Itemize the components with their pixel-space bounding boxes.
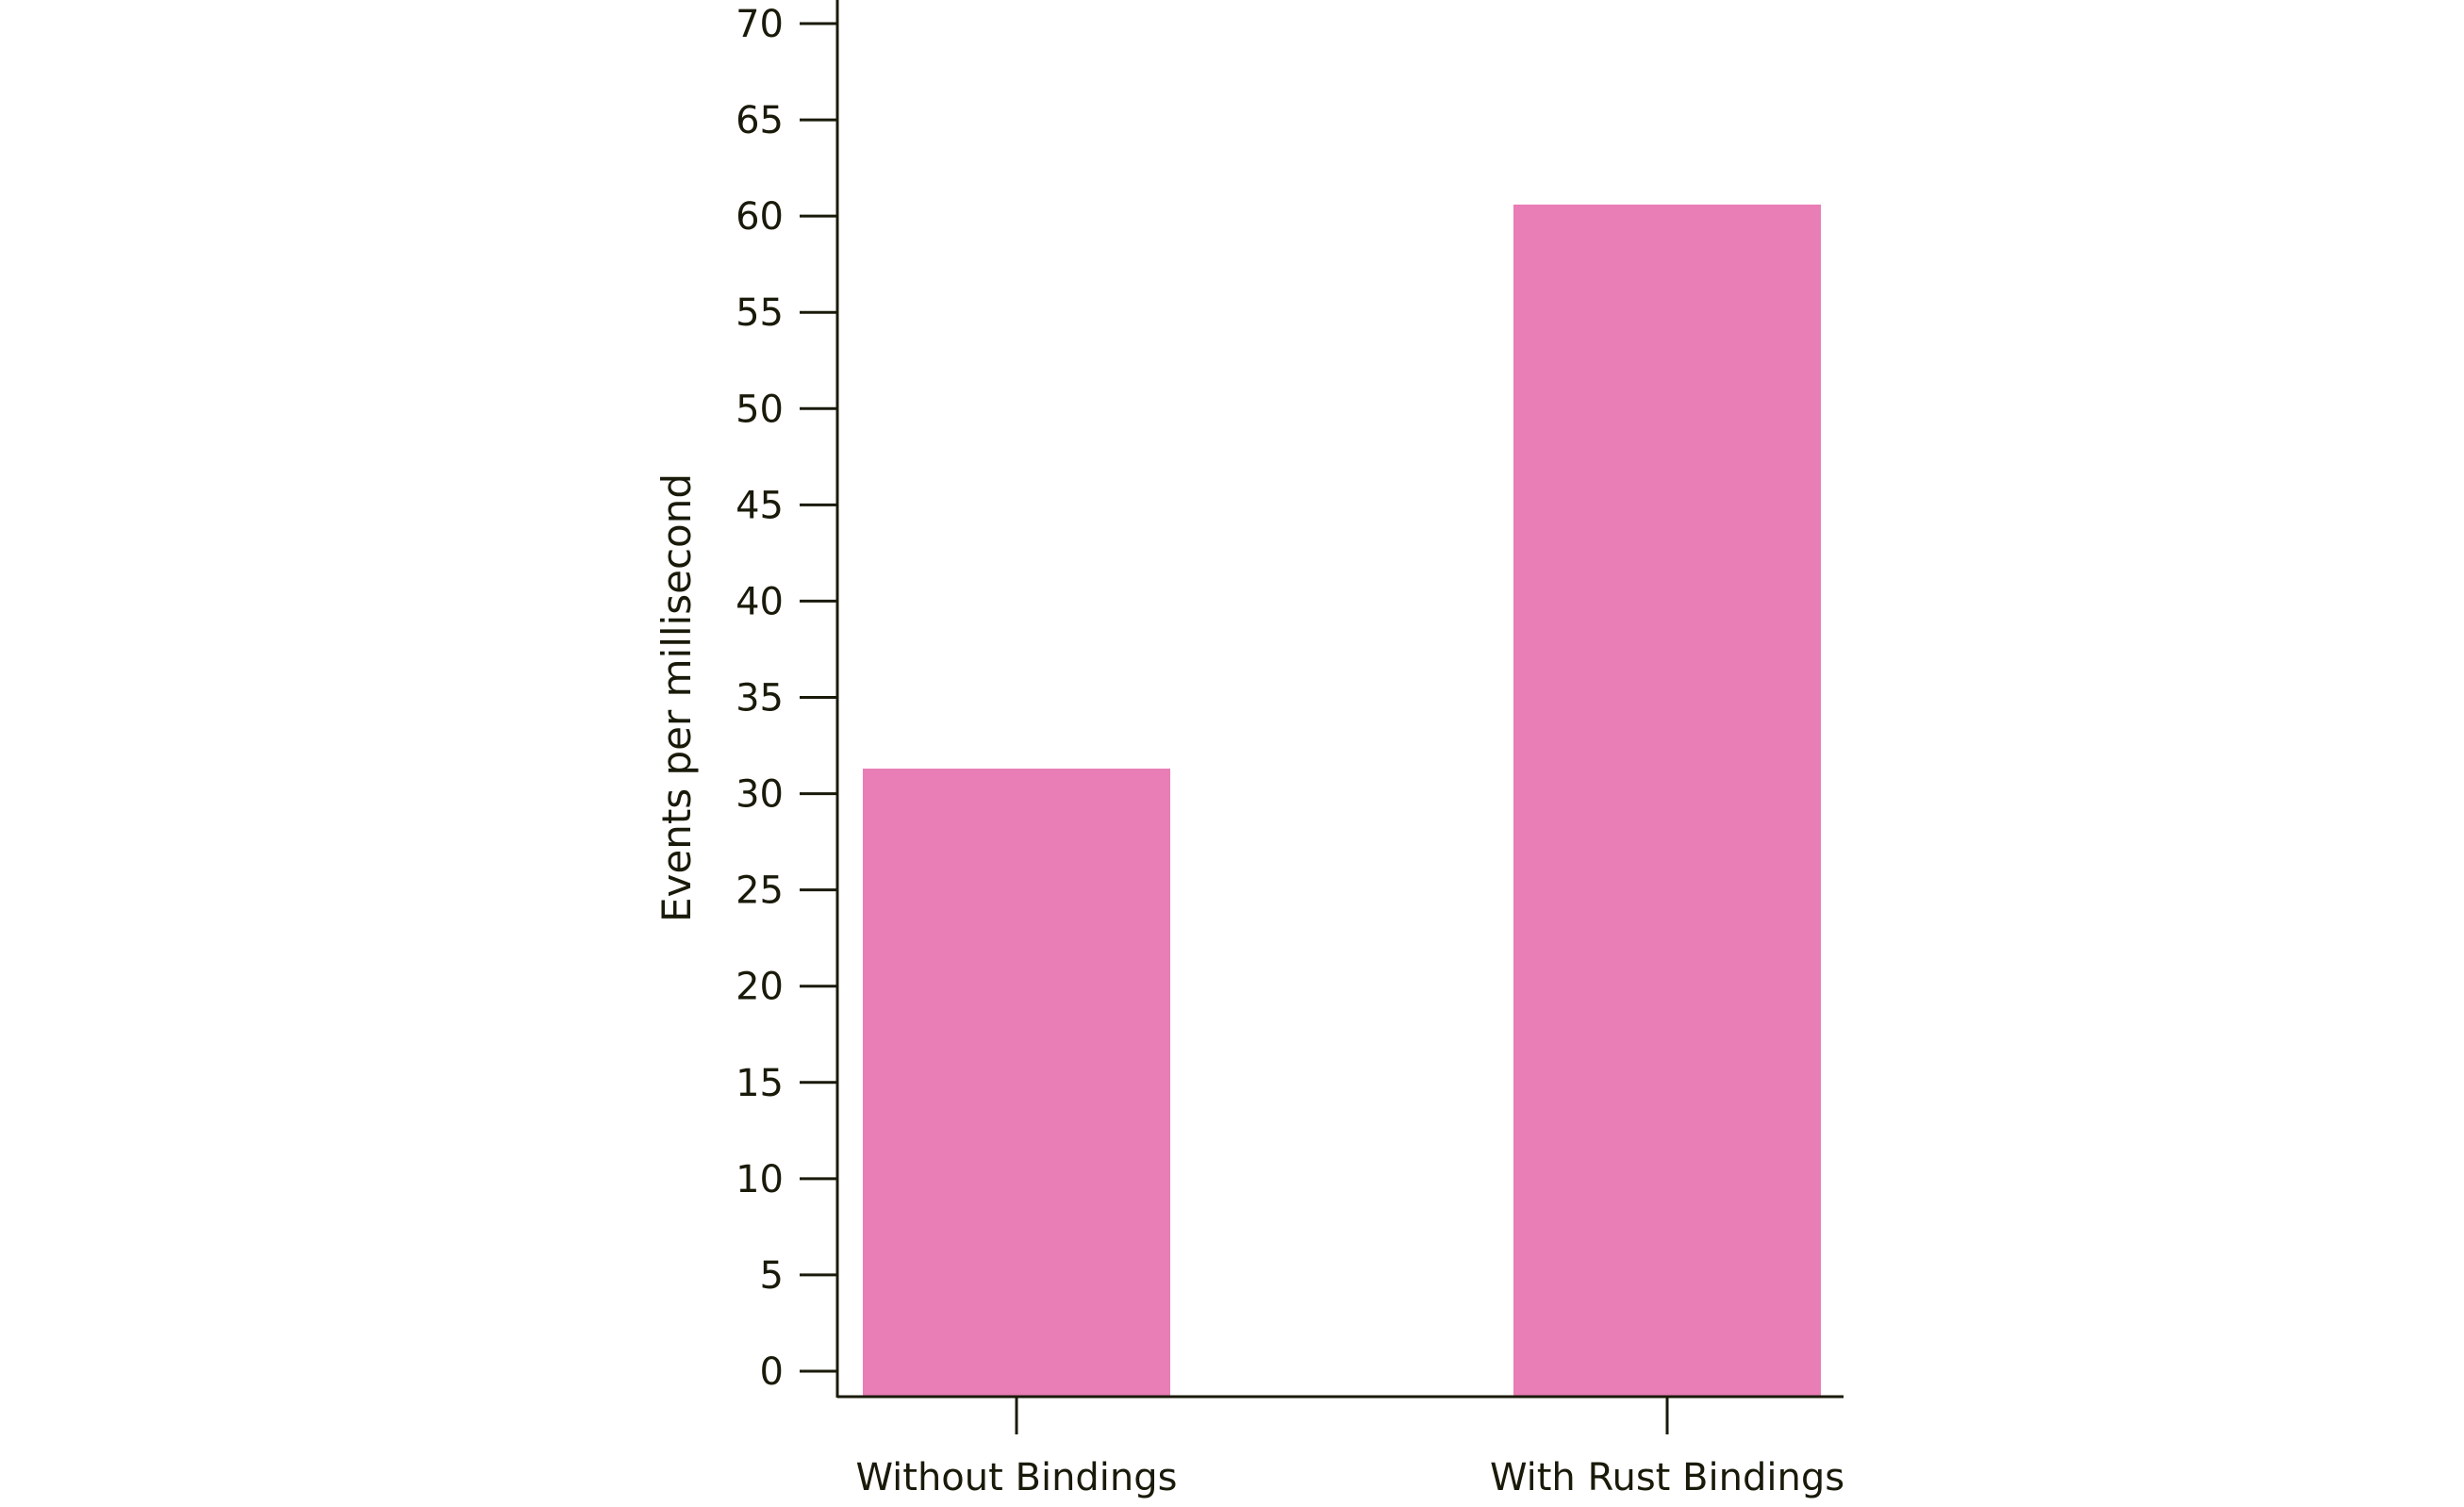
y-tick-label: 0 — [760, 1350, 784, 1394]
x-axis-ticks: Without Bindings With Rust Bindings — [855, 1397, 1844, 1499]
y-tick-label: 65 — [736, 99, 784, 142]
x-tick-label: Without Bindings — [855, 1456, 1177, 1499]
bar-without-bindings — [863, 769, 1170, 1397]
y-tick-label: 10 — [736, 1158, 784, 1201]
y-tick-label: 25 — [736, 869, 784, 913]
x-tick-label: With Rust Bindings — [1490, 1456, 1844, 1499]
y-tick-label: 70 — [736, 3, 784, 46]
y-tick-label: 35 — [736, 677, 784, 720]
y-axis-label: Events per millisecond — [653, 473, 700, 922]
y-tick-label: 5 — [760, 1254, 784, 1298]
bars — [863, 204, 1821, 1397]
y-tick-label: 60 — [736, 195, 784, 239]
bar-with-rust-bindings — [1513, 204, 1821, 1397]
y-tick-label: 40 — [736, 580, 784, 623]
y-tick-label: 20 — [736, 966, 784, 1009]
y-tick-label: 55 — [736, 291, 784, 335]
y-tick-label: 50 — [736, 388, 784, 431]
y-tick-label: 15 — [736, 1062, 784, 1105]
y-tick-label: 30 — [736, 773, 784, 817]
y-tick-label: 45 — [736, 484, 784, 527]
y-axis-ticks: 0 5 10 15 20 25 30 35 40 45 50 55 60 65 70 — [736, 3, 837, 1394]
